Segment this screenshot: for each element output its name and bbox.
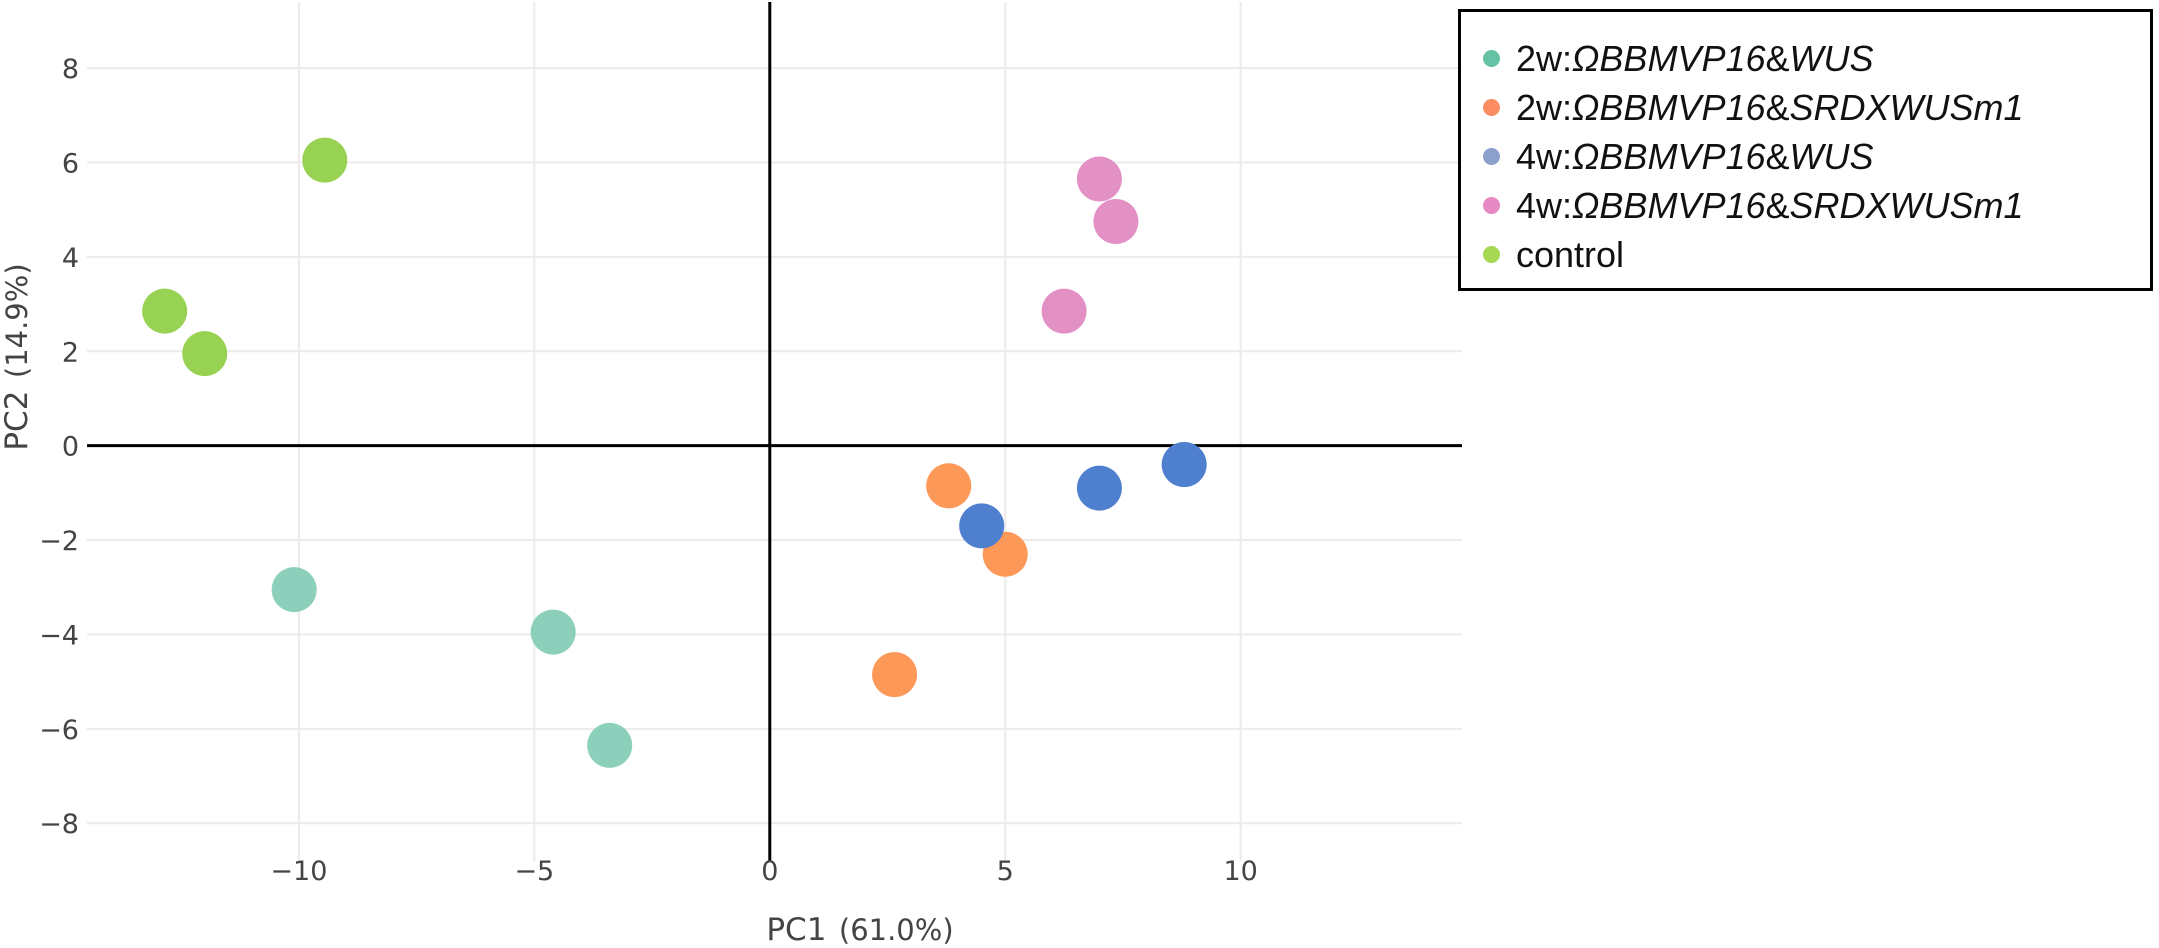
y-axis-title: PC2 (14.9%) [0, 263, 35, 450]
x-tick-label: 0 [761, 856, 778, 887]
legend-label-part: control [1516, 233, 1625, 275]
legend-item: 4w:ΩBBMVP16&SRDXWUSm1 [1483, 181, 2150, 230]
data-point-series-1 [587, 722, 633, 768]
legend-item: 2w:ΩBBMVP16&WUS [1483, 34, 2150, 83]
legend-label-part: & [1765, 86, 1790, 128]
x-axis-title: PC1 (61.0%) [766, 912, 953, 948]
legend-marker [1483, 99, 1500, 116]
y-tick-label: 2 [62, 337, 79, 368]
x-tick-label: 5 [997, 856, 1014, 887]
data-point-series-1 [530, 609, 576, 655]
legend-marker [1483, 246, 1500, 263]
legend-item: 4w:ΩBBMVP16&WUS [1483, 132, 2150, 181]
y-tick-label: 4 [62, 243, 79, 274]
data-point-series-3 [959, 503, 1005, 549]
legend-label: 2w:ΩBBMVP16&SRDXWUSm1 [1516, 87, 2024, 129]
legend-label-part: & [1765, 184, 1790, 226]
y-axis-unit: (14.9%) [0, 263, 34, 378]
x-axis-label: PC1 [766, 912, 826, 948]
data-point-series-4 [1041, 288, 1087, 334]
y-tick-label: 0 [62, 432, 79, 463]
y-tick-label: −2 [39, 526, 79, 557]
grid-lines [87, 2, 1462, 861]
y-tick-label: 8 [62, 54, 79, 85]
legend-marker [1483, 50, 1500, 67]
zero-lines [87, 2, 1462, 861]
data-point-series-2 [926, 463, 972, 509]
legend-item: 2w:ΩBBMVP16&SRDXWUSm1 [1483, 83, 2150, 132]
legend-label-part: WUS [1789, 37, 1874, 79]
data-point-series-4 [1076, 156, 1122, 202]
data-point-series-2 [872, 652, 918, 698]
legend: 2w:ΩBBMVP16&WUS 2w:ΩBBMVP16&SRDXWUSm1 4w:Ω… [1458, 9, 2153, 291]
legend-label-part: 4w: [1516, 135, 1573, 177]
y-axis-label: PC2 [0, 391, 35, 451]
legend-label-part: SRDXWUSm1 [1789, 184, 2024, 226]
data-point-series-1 [271, 567, 317, 613]
data-point-series-3 [1076, 465, 1122, 511]
legend-marker [1483, 148, 1500, 165]
y-tick-label: −8 [39, 809, 79, 840]
legend-label-part: 4w: [1516, 184, 1573, 226]
legend-marker [1483, 197, 1500, 214]
legend-label: control [1516, 234, 1624, 276]
data-point-series-4 [1093, 198, 1139, 244]
y-tick-label: −4 [39, 620, 79, 651]
legend-label-part: WUS [1789, 135, 1874, 177]
legend-item: control [1483, 230, 2150, 279]
y-tick-label: −6 [39, 715, 79, 746]
x-axis-unit: (61.0%) [839, 913, 954, 947]
data-points [142, 137, 1207, 768]
legend-label-part: 2w: [1516, 86, 1573, 128]
legend-label: 4w:ΩBBMVP16&SRDXWUSm1 [1516, 185, 2024, 227]
legend-label-part: ΩBBMVP16 [1572, 184, 1766, 226]
x-tick-label: −5 [514, 856, 554, 887]
data-point-series-5 [302, 137, 348, 183]
legend-label-part: ΩBBMVP16 [1572, 135, 1766, 177]
legend-label: 4w:ΩBBMVP16&WUS [1516, 136, 1874, 178]
x-tick-label: −10 [270, 856, 327, 887]
data-point-series-5 [142, 288, 188, 334]
legend-label-part: & [1765, 135, 1790, 177]
legend-label: 2w:ΩBBMVP16&WUS [1516, 38, 1874, 80]
legend-label-part: SRDXWUSm1 [1789, 86, 2024, 128]
x-tick-label: 10 [1224, 856, 1258, 887]
data-point-series-3 [1161, 442, 1207, 488]
legend-label-part: ΩBBMVP16 [1572, 37, 1766, 79]
y-tick-label: 6 [62, 148, 79, 179]
legend-label-part: 2w: [1516, 37, 1573, 79]
legend-label-part: & [1765, 37, 1790, 79]
x-tick-labels: −10 −5 0 5 10 [270, 856, 1257, 887]
y-tick-labels: −8 −6 −4 −2 0 2 4 6 8 [39, 54, 79, 840]
data-point-series-5 [182, 331, 228, 377]
legend-label-part: ΩBBMVP16 [1572, 86, 1766, 128]
